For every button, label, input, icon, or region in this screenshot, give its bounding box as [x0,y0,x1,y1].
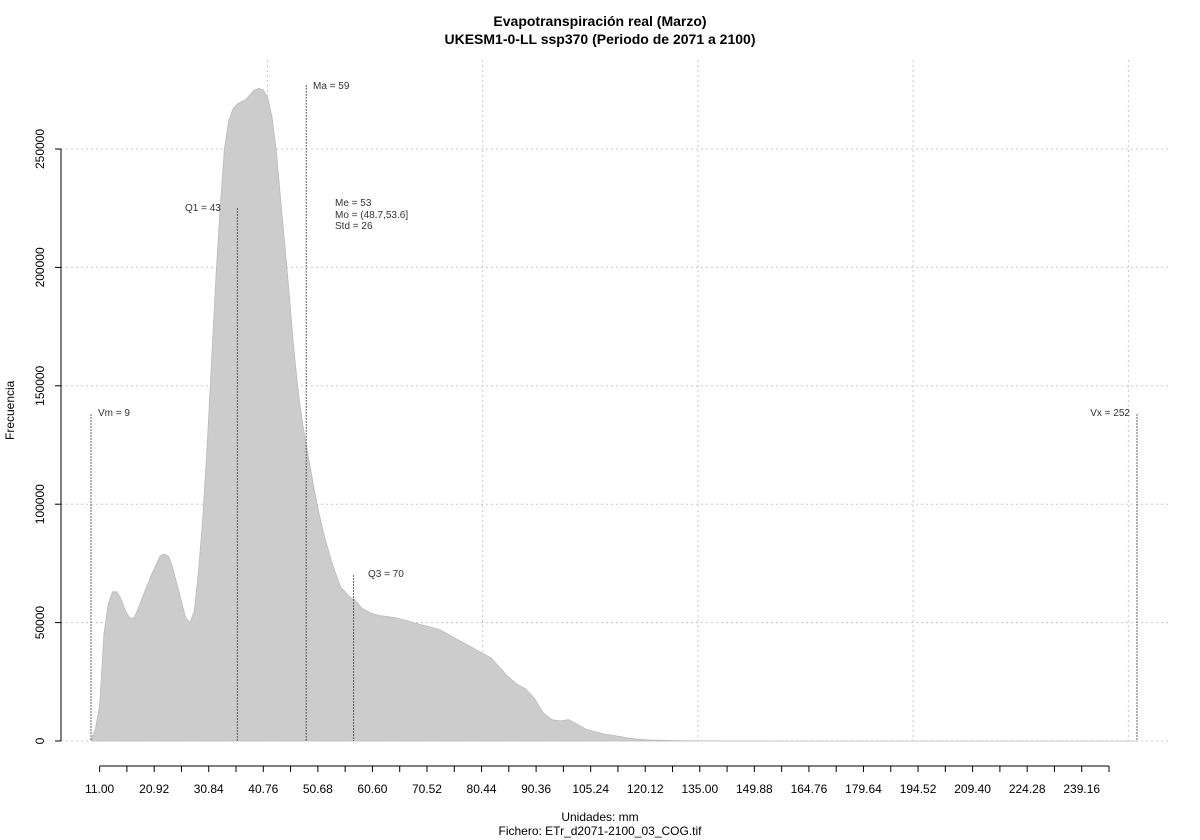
x-axis-label: Unidades: mm [561,810,639,824]
x-tick-label: 20.92 [139,782,169,796]
vm-label: Vm = 9 [98,408,130,419]
std-label: Std = 26 [335,221,373,232]
vx-label: Vx = 252 [1090,408,1130,419]
y-tick-label: 150000 [33,365,47,405]
x-tick-label: 50.68 [303,782,333,796]
x-tick-label: 239.16 [1063,782,1100,796]
y-axis-label: Frecuencia [3,380,17,440]
statistic-lines [90,85,1138,741]
x-tick-label: 135.00 [681,782,718,796]
x-tick-label: 224.28 [1009,782,1046,796]
y-tick-label: 50000 [33,606,47,640]
x-tick-label: 60.60 [357,782,387,796]
x-tick-label: 179.64 [845,782,882,796]
annotations: Ma = 59 Q1 = 43 Me = 53 Mo = (48.7,53.6]… [98,81,1130,580]
y-tick-label: 250000 [33,129,47,169]
x-tick-label: 164.76 [791,782,828,796]
x-axis: 11.00 20.92 30.84 40.76 50.68 60.60 70.52 80.44… [85,765,1110,796]
ma-label: Ma = 59 [313,81,350,92]
x-tick-label: 209.40 [954,782,991,796]
median-label: Me = 53 [335,198,372,209]
x-tick-label: 80.44 [467,782,497,796]
chart-subtitle: UKESM1-0-LL ssp370 (Periodo de 2071 a 21… [444,31,756,47]
mode-label: Mo = (48.7,53.6] [335,210,408,221]
x-tick-label: 90.36 [521,782,551,796]
file-name-label: Fichero: ETr_d2071-2100_03_COG.tif [498,824,702,838]
x-tick-label: 120.12 [627,782,664,796]
x-tick-label: 105.24 [572,782,609,796]
x-tick-label: 70.52 [412,782,442,796]
x-tick-label: 149.88 [736,782,773,796]
chart-title: Evapotranspiración real (Marzo) [493,13,707,29]
q1-label: Q1 = 43 [185,203,221,214]
x-tick-label: 40.76 [248,782,278,796]
x-tick-label: 194.52 [900,782,937,796]
y-tick-label: 100000 [33,484,47,524]
x-tick-label: 30.84 [194,782,224,796]
q3-label: Q3 = 70 [368,569,404,580]
y-tick-label: 0 [33,737,47,744]
y-tick-label: 200000 [33,247,47,287]
y-axis: 0 50000 100000 150000 200000 250000 [33,129,62,744]
density-area [90,88,1137,742]
x-tick-label: 11.00 [85,782,114,796]
